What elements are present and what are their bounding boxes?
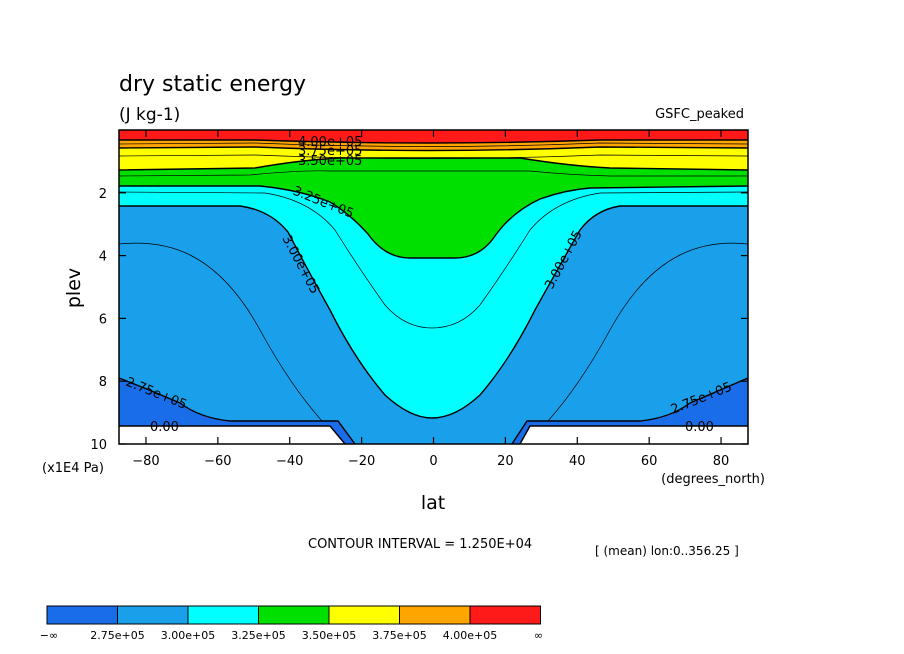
y-units-label: (x1E4 Pa) — [42, 461, 104, 476]
contour-line-275-right — [511, 377, 748, 444]
x-tick-label: −60 — [204, 454, 231, 469]
colorbar-label: 3.50e+05 — [302, 629, 356, 642]
colorbar-label: 2.75e+05 — [90, 629, 144, 642]
x-tick-label: −20 — [348, 454, 375, 469]
colorbar-label: 3.25e+05 — [231, 629, 285, 642]
y-axis: 2 4 6 8 10 — [90, 187, 748, 453]
contour-label: 0.00 — [150, 420, 179, 435]
contour-line-400 — [119, 139, 748, 144]
colorbar-label: −∞ — [40, 629, 58, 642]
colorbar-swatch — [399, 605, 471, 625]
contour-label: 4.00e+05 — [298, 135, 362, 150]
x-tick-label: 80 — [713, 454, 730, 469]
contour-label: 3.50e+05 — [298, 154, 362, 169]
x-tick-label: 60 — [641, 454, 658, 469]
colorbar-swatch — [46, 605, 118, 625]
contour-lines — [119, 139, 748, 444]
y-tick-label: 8 — [99, 375, 107, 390]
colorbar-label: 3.00e+05 — [161, 629, 215, 642]
contour-line-312 — [119, 191, 748, 329]
chart-title: dry static energy — [119, 72, 306, 97]
y-tick-label: 6 — [99, 312, 107, 327]
colorbar: −∞ 2.75e+05 3.00e+05 3.25e+05 3.50e+05 3.75e+… — [40, 605, 543, 642]
x-tick-label: −80 — [132, 454, 159, 469]
source-label: GSFC_peaked — [655, 107, 744, 122]
contour-line-287-left — [119, 242, 323, 422]
y-axis-title: plev — [63, 268, 85, 308]
contour-line-375 — [119, 142, 748, 147]
x-axis: −80 −60 −40 −20 0 20 40 60 80 — [132, 130, 729, 469]
contour-line-350 — [119, 157, 748, 171]
x-tick-label: 0 — [429, 454, 437, 469]
mean-note: [ (mean) lon:0..356.25 ] — [595, 544, 739, 558]
contour-line-275-left — [119, 377, 356, 444]
contour-line-337 — [119, 170, 748, 177]
x-tick-label: 40 — [569, 454, 586, 469]
contour-label: 0.00 — [685, 420, 714, 435]
contour-line-287-right — [547, 242, 748, 422]
x-units-label: (degrees_north) — [661, 472, 765, 487]
x-tick-label: 20 — [497, 454, 514, 469]
contour-interval-note: CONTOUR INTERVAL = 1.250E+04 — [308, 537, 532, 552]
y-tick-label: 4 — [99, 250, 107, 265]
band-white-left — [119, 426, 345, 444]
contour-fill — [119, 130, 748, 444]
contour-line-325 — [119, 185, 748, 259]
contour-label: 3.75e+05 — [298, 144, 362, 159]
colorbar-label: ∞ — [534, 629, 543, 642]
band-blue — [119, 206, 748, 444]
y-tick-label: 10 — [90, 438, 107, 453]
colorbar-label: 4.00e+05 — [443, 629, 497, 642]
contour-line-zero-left — [119, 425, 346, 444]
colorbar-swatch — [328, 605, 400, 625]
contour-line-zero-right — [519, 425, 748, 444]
x-axis-title: lat — [421, 492, 445, 514]
chart-units: (J kg-1) — [119, 105, 180, 125]
colorbar-label: 3.75e+05 — [372, 629, 426, 642]
x-tick-label: −40 — [276, 454, 303, 469]
colorbar-swatch — [469, 605, 541, 625]
colorbar-swatch — [187, 605, 259, 625]
contour-line-300 — [119, 205, 748, 419]
y-tick-label: 2 — [99, 187, 107, 202]
colorbar-swatch — [258, 605, 330, 625]
contour-line-350-upper — [119, 146, 748, 152]
colorbar-swatch — [117, 605, 189, 625]
